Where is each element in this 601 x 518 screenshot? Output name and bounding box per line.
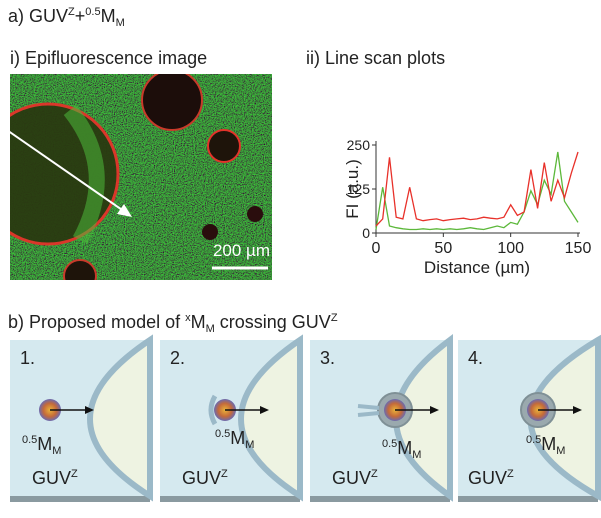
sup: x bbox=[185, 312, 191, 324]
sub: M bbox=[52, 445, 61, 457]
substrate bbox=[458, 496, 598, 502]
x-tick-label: 50 bbox=[434, 240, 452, 257]
arrow-head bbox=[260, 406, 269, 414]
y-tick-label: 250 bbox=[347, 137, 371, 153]
line-series bbox=[375, 151, 579, 227]
text: GUV bbox=[332, 468, 371, 488]
x-axis-label: Distance (µm) bbox=[424, 258, 530, 277]
sup: Z bbox=[507, 468, 514, 480]
panel-b-title: b) Proposed model of xMM crossing GUVZ bbox=[8, 312, 338, 335]
sup: Z bbox=[68, 6, 75, 18]
neck bbox=[357, 404, 380, 417]
sup: 0.5 bbox=[85, 6, 100, 18]
substrate bbox=[310, 496, 450, 502]
sub: M bbox=[412, 449, 421, 461]
panel-a-title: a) GUVZ+0.5MM bbox=[8, 6, 125, 29]
x-tick-label: 0 bbox=[372, 240, 381, 257]
micrograph: 200 µm bbox=[10, 74, 272, 280]
substrate bbox=[160, 496, 300, 502]
membrane bbox=[238, 334, 303, 502]
particle-label: 0.5MM bbox=[382, 438, 421, 461]
sup: Z bbox=[371, 468, 378, 480]
text: M bbox=[541, 434, 556, 454]
text: b) Proposed model of bbox=[8, 312, 185, 332]
scale-bar-label: 200 µm bbox=[213, 241, 270, 260]
particle-label: 0.5MM bbox=[215, 428, 254, 451]
sup: Z bbox=[221, 468, 228, 480]
text: M bbox=[191, 312, 206, 332]
text: M bbox=[230, 428, 245, 448]
arrow-head bbox=[573, 406, 582, 414]
membrane-wrap bbox=[208, 394, 218, 426]
arrow-head bbox=[430, 406, 439, 414]
text: M bbox=[397, 438, 412, 458]
particle-label: 0.5MM bbox=[22, 434, 61, 457]
particle-label: 0.5MM bbox=[526, 434, 565, 457]
text: GUV bbox=[468, 468, 507, 488]
step-number: 3. bbox=[320, 348, 335, 368]
y-tick-label: 125 bbox=[347, 181, 371, 197]
sup: 0.5 bbox=[22, 434, 37, 446]
x-tick-label: 150 bbox=[565, 240, 592, 257]
text: GUV bbox=[182, 468, 221, 488]
step-number: 2. bbox=[170, 348, 185, 368]
sub: M bbox=[206, 323, 215, 335]
vesicle-label: GUVZ bbox=[468, 468, 514, 488]
vesicle-label: GUVZ bbox=[332, 468, 378, 488]
sub: M bbox=[556, 445, 565, 457]
sub: M bbox=[245, 439, 254, 451]
text: M bbox=[101, 6, 116, 26]
y-tick-label: 0 bbox=[362, 225, 370, 241]
text: M bbox=[37, 434, 52, 454]
sup: 0.5 bbox=[382, 438, 397, 450]
label: a) bbox=[8, 6, 24, 26]
x-tick-label: 100 bbox=[497, 240, 524, 257]
sup: 0.5 bbox=[526, 434, 541, 446]
y-axis-label: FI (a.u.) bbox=[343, 159, 362, 219]
image-label: i) Epifluorescence image bbox=[10, 48, 207, 68]
substrate bbox=[10, 496, 150, 502]
text: crossing GUV bbox=[215, 312, 331, 332]
arrow-head bbox=[85, 406, 94, 414]
step-number: 1. bbox=[20, 348, 35, 368]
sup: Z bbox=[331, 312, 338, 324]
plot-label: ii) Line scan plots bbox=[306, 48, 445, 68]
vesicle-label: GUVZ bbox=[182, 468, 228, 488]
sup: 0.5 bbox=[215, 428, 230, 440]
sub: M bbox=[116, 17, 125, 29]
line-series bbox=[375, 151, 579, 231]
text: + bbox=[75, 6, 86, 26]
text: GUV bbox=[29, 6, 68, 26]
step-number: 4. bbox=[468, 348, 483, 368]
vesicle-label: GUVZ bbox=[32, 468, 78, 488]
text: GUV bbox=[32, 468, 71, 488]
sup: Z bbox=[71, 468, 78, 480]
membrane bbox=[87, 334, 153, 502]
